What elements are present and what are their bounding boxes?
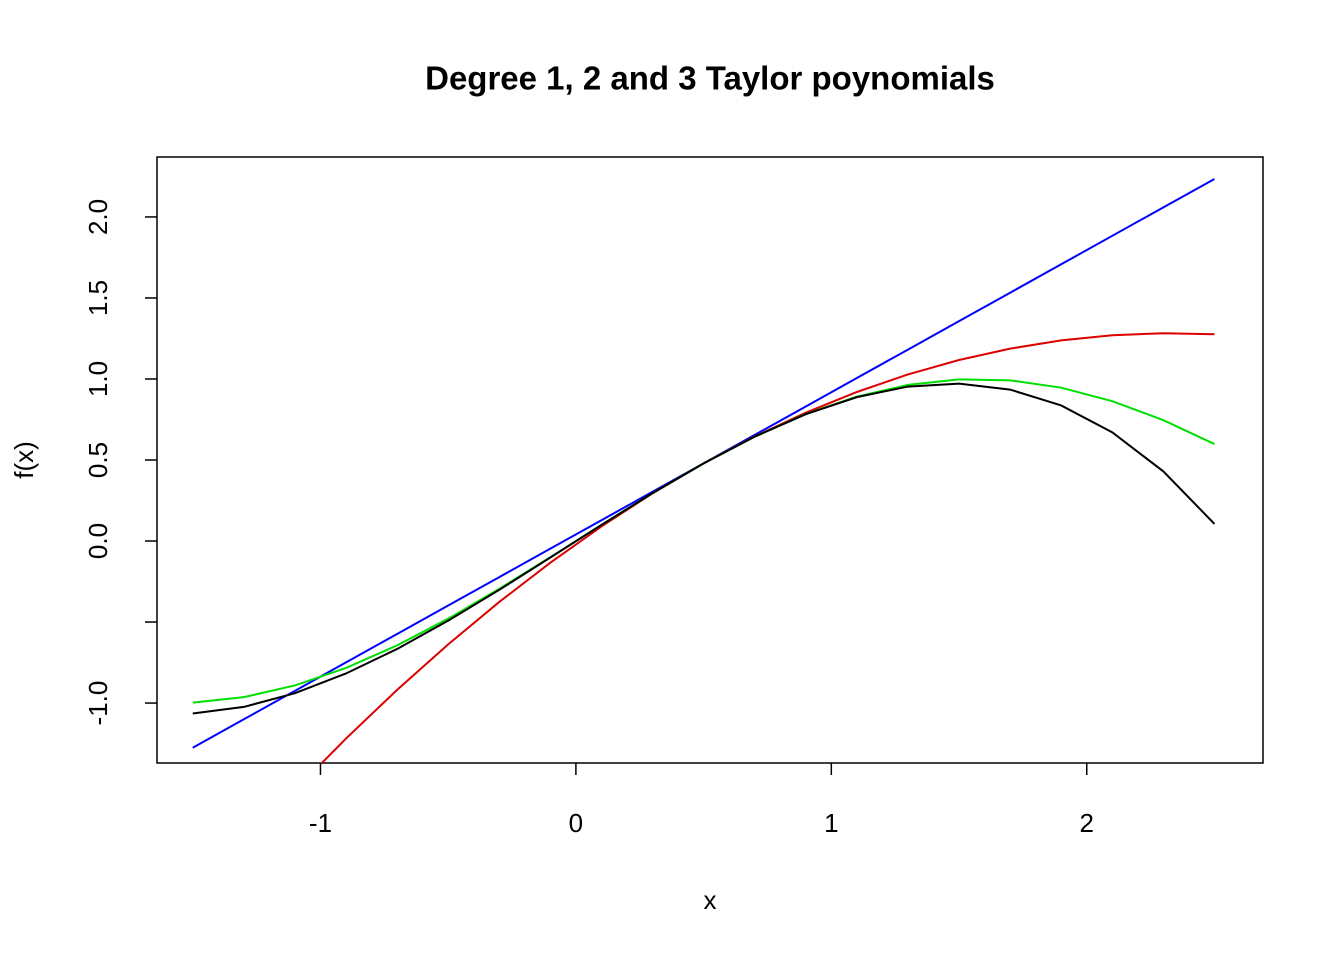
x-axis-label: x: [704, 885, 717, 915]
y-tick-label: 2.0: [83, 199, 113, 235]
y-tick-label: 0.0: [83, 523, 113, 559]
series-line: [192, 382, 1216, 715]
series-line: [320, 332, 1215, 763]
y-tick-label: -1.0: [83, 681, 113, 726]
y-tick-label: 1.5: [83, 280, 113, 316]
x-tick-label: 2: [1080, 808, 1094, 838]
y-tick-label: 0.5: [83, 442, 113, 478]
y-axis-label: f(x): [9, 441, 39, 479]
series-line: [192, 378, 1215, 704]
x-tick-label: 1: [824, 808, 838, 838]
x-tick-label: 0: [569, 808, 583, 838]
x-tick-label: -1: [309, 808, 332, 838]
y-tick-label: 1.0: [83, 361, 113, 397]
chart-title: Degree 1, 2 and 3 Taylor poynomials: [425, 60, 995, 97]
lines: [192, 178, 1216, 763]
